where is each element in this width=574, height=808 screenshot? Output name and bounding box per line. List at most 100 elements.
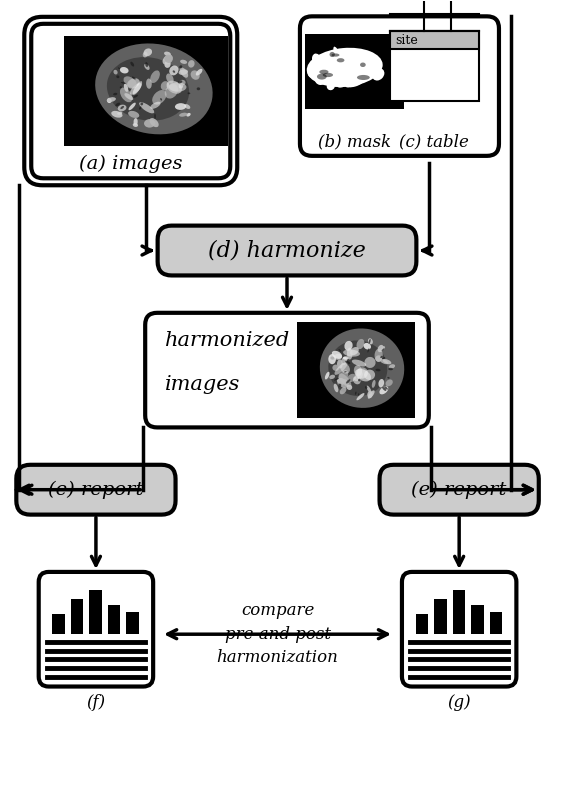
Ellipse shape [383, 359, 391, 364]
Ellipse shape [317, 65, 327, 77]
FancyBboxPatch shape [16, 465, 176, 515]
Ellipse shape [165, 84, 178, 99]
Text: (e) report: (e) report [48, 481, 144, 499]
Ellipse shape [319, 69, 328, 74]
Ellipse shape [367, 348, 369, 352]
Ellipse shape [139, 107, 141, 110]
Ellipse shape [360, 62, 366, 67]
Ellipse shape [378, 345, 383, 352]
Ellipse shape [343, 72, 352, 87]
Ellipse shape [188, 60, 195, 68]
Ellipse shape [188, 92, 191, 95]
Text: (g): (g) [447, 694, 471, 711]
Ellipse shape [380, 359, 388, 364]
Ellipse shape [350, 347, 359, 356]
Ellipse shape [380, 356, 383, 358]
Ellipse shape [123, 76, 137, 88]
Ellipse shape [347, 347, 352, 360]
Ellipse shape [379, 386, 389, 394]
Ellipse shape [164, 55, 173, 63]
Ellipse shape [375, 368, 381, 372]
Ellipse shape [338, 370, 348, 386]
Ellipse shape [333, 47, 342, 63]
Ellipse shape [120, 87, 133, 103]
Ellipse shape [125, 93, 133, 100]
Ellipse shape [388, 368, 393, 370]
Ellipse shape [375, 349, 383, 362]
Text: (e) report: (e) report [412, 481, 507, 499]
Bar [453, 590, 465, 634]
Ellipse shape [337, 58, 344, 62]
Bar [126, 612, 139, 634]
Ellipse shape [380, 346, 385, 351]
Ellipse shape [307, 48, 383, 87]
Ellipse shape [124, 83, 128, 92]
Bar [64, 36, 228, 146]
Ellipse shape [372, 380, 375, 388]
Ellipse shape [129, 103, 136, 110]
Ellipse shape [364, 357, 375, 368]
Ellipse shape [368, 390, 375, 398]
Ellipse shape [338, 384, 342, 387]
Ellipse shape [363, 343, 371, 350]
Ellipse shape [320, 329, 404, 408]
Ellipse shape [197, 87, 200, 90]
Text: (c) table: (c) table [400, 133, 469, 150]
Ellipse shape [179, 69, 188, 75]
Ellipse shape [331, 356, 335, 360]
Ellipse shape [121, 106, 124, 109]
Ellipse shape [373, 69, 385, 81]
Ellipse shape [143, 52, 148, 57]
Ellipse shape [365, 386, 367, 389]
Ellipse shape [340, 50, 357, 57]
Ellipse shape [117, 112, 122, 115]
Ellipse shape [317, 74, 327, 80]
Ellipse shape [343, 356, 349, 360]
Ellipse shape [164, 52, 171, 56]
Ellipse shape [133, 95, 138, 98]
Ellipse shape [329, 52, 335, 57]
Ellipse shape [115, 103, 120, 107]
Ellipse shape [175, 103, 186, 110]
Ellipse shape [95, 44, 212, 134]
Ellipse shape [127, 78, 139, 89]
Ellipse shape [323, 73, 333, 77]
Ellipse shape [339, 373, 351, 387]
Bar [416, 614, 428, 634]
Ellipse shape [384, 386, 388, 389]
Ellipse shape [173, 70, 175, 73]
Ellipse shape [161, 81, 169, 90]
Bar [490, 612, 502, 634]
Ellipse shape [152, 90, 166, 105]
Ellipse shape [387, 377, 390, 379]
Ellipse shape [337, 360, 343, 368]
Ellipse shape [325, 372, 329, 380]
Ellipse shape [139, 102, 154, 113]
Text: (a) images: (a) images [79, 155, 183, 174]
Ellipse shape [146, 78, 152, 89]
Ellipse shape [344, 341, 352, 351]
Ellipse shape [382, 357, 385, 359]
Ellipse shape [160, 98, 162, 100]
Ellipse shape [128, 111, 139, 118]
Ellipse shape [162, 55, 173, 65]
Ellipse shape [355, 392, 356, 395]
FancyBboxPatch shape [38, 572, 153, 687]
Bar [434, 599, 447, 634]
Ellipse shape [196, 69, 203, 76]
Ellipse shape [179, 80, 185, 86]
Ellipse shape [133, 123, 138, 127]
Ellipse shape [354, 365, 362, 377]
Ellipse shape [179, 112, 188, 116]
Ellipse shape [369, 339, 371, 344]
Ellipse shape [346, 78, 363, 87]
Ellipse shape [169, 65, 179, 75]
Ellipse shape [389, 364, 395, 368]
Text: (f): (f) [86, 694, 106, 711]
Ellipse shape [328, 354, 336, 364]
Ellipse shape [308, 68, 319, 78]
Ellipse shape [150, 70, 160, 83]
Ellipse shape [180, 60, 187, 64]
Ellipse shape [134, 118, 138, 125]
FancyBboxPatch shape [24, 17, 237, 185]
